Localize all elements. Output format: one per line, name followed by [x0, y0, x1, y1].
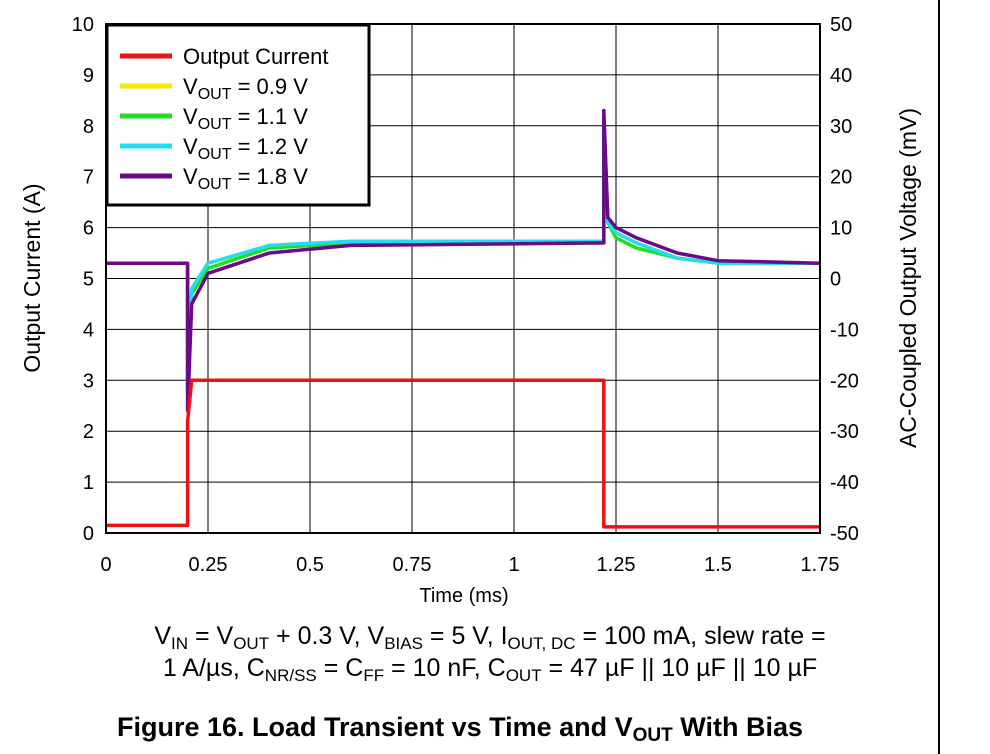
x-tick-label: 1.25: [597, 554, 636, 576]
legend-label: Output Current: [183, 44, 329, 69]
y-right-tick-label: 40: [830, 65, 852, 87]
y-right-tick-label: -20: [830, 370, 859, 392]
y-right-tick-label: -10: [830, 319, 859, 341]
x-tick-label: 0.5: [296, 554, 324, 576]
series-line-0: [106, 378, 820, 529]
legend-label: VOUT = 1.2 V: [183, 134, 308, 163]
y-right-tick-label: -50: [830, 523, 859, 545]
figure-caption: Figure 16. Load Transient vs Time and VO…: [117, 712, 804, 746]
y-right-tick-label: -30: [830, 421, 859, 443]
y-left-tick-label: 4: [83, 319, 94, 341]
y-left-tick-label: 0: [83, 523, 94, 545]
y-left-tick-label: 6: [83, 218, 94, 240]
y-left-tick-label: 9: [83, 65, 94, 87]
test-conditions-line-2: 1 A/µs, CNR/SS = CFF = 10 nF, COUT = 47 …: [162, 654, 818, 685]
y-axis-left-label: Output Current (A): [19, 183, 45, 372]
series-line-4: [106, 108, 821, 413]
y-left-tick-label: 10: [72, 14, 94, 36]
x-tick-label: 0: [100, 554, 111, 576]
series-group: [106, 108, 821, 529]
legend-label: VOUT = 0.9 V: [183, 74, 308, 103]
legend-label: VOUT = 1.1 V: [183, 104, 308, 133]
y-right-tick-label: 10: [830, 218, 852, 240]
plot-frame: [105, 23, 821, 534]
legend-label: VOUT = 1.8 V: [183, 164, 308, 193]
tick-labels: 0 0.25 0.5 0.75 1 1.25 1.5 1.75 0 1 2 3 4 5 6 7 8 9 10 -50 -…: [72, 14, 859, 576]
grid: [106, 24, 820, 533]
y-left-tick-label: 7: [83, 167, 94, 189]
y-left-tick-label: 5: [83, 269, 94, 291]
y-right-tick-label: 50: [830, 14, 852, 36]
x-axis-label: Time (ms): [419, 585, 508, 607]
y-left-tick-label: 1: [83, 472, 94, 494]
y-axis-right-label: AC-Coupled Output Voltage (mV): [895, 108, 921, 448]
x-tick-label: 0.25: [189, 554, 228, 576]
page-border: [938, 0, 940, 754]
test-conditions-line-1: VIN = VOUT + 0.3 V, VBIAS = 5 V, IOUT, D…: [154, 622, 826, 653]
y-left-tick-label: 8: [83, 116, 94, 138]
y-right-tick-label: 20: [830, 167, 852, 189]
x-tick-label: 1.5: [704, 554, 732, 576]
y-right-tick-label: 0: [830, 269, 841, 291]
x-tick-label: 0.75: [393, 554, 432, 576]
y-right-tick-label: -40: [830, 472, 859, 494]
y-left-tick-label: 2: [83, 421, 94, 443]
x-tick-label: 1.75: [801, 554, 840, 576]
y-right-tick-label: 30: [830, 116, 852, 138]
y-left-tick-label: 3: [83, 370, 94, 392]
x-tick-label: 1: [508, 554, 519, 576]
